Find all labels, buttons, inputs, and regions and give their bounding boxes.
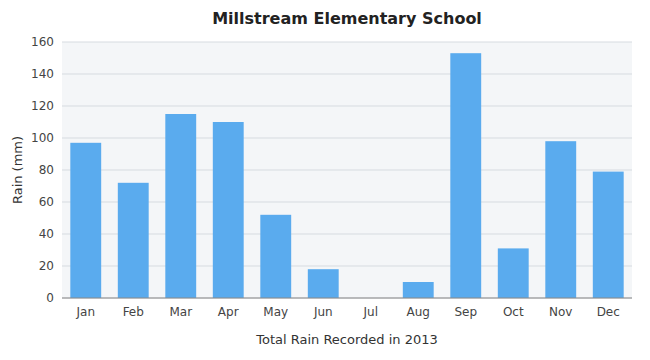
grid-line [62, 138, 632, 139]
bar [118, 183, 149, 298]
y-tick-label: 140 [31, 67, 54, 81]
y-tick-label: 20 [39, 259, 54, 273]
x-tick-label: Feb [123, 305, 144, 319]
y-tick-label: 100 [31, 131, 54, 145]
page: {"chart_data": {"type": "bar", "title": … [0, 0, 650, 360]
y-tick-label: 60 [39, 195, 54, 209]
y-tick-label: 80 [39, 163, 54, 177]
bar [260, 215, 291, 298]
x-tick-label: Jan [76, 305, 96, 319]
grid-line [62, 74, 632, 75]
bar [165, 114, 196, 298]
x-tick-label: Mar [169, 305, 192, 319]
x-tick-label: Apr [218, 305, 239, 319]
chart-svg: 0 20 40 60 80 100 120 140 160 Jan Feb Mar Apr May Jun J… [0, 0, 650, 360]
x-tick-label: May [263, 305, 288, 319]
x-axis-line [62, 298, 632, 299]
bar [545, 141, 576, 298]
x-tick-label: Nov [549, 305, 572, 319]
y-tick-label: 160 [31, 35, 54, 49]
grid-line [62, 298, 632, 299]
x-tick-label: Aug [407, 305, 430, 319]
bar [593, 172, 624, 298]
x-tick-label: Jun [313, 305, 333, 319]
bar [308, 269, 339, 298]
bar [450, 53, 481, 298]
x-tick-label: Dec [597, 305, 620, 319]
chart-title: Millstream Elementary School [212, 9, 482, 28]
bar [403, 282, 434, 298]
grid-line [62, 106, 632, 107]
bar [213, 122, 244, 298]
x-tick-label: Oct [503, 305, 524, 319]
x-tick-label: Jul [363, 305, 378, 319]
bars [70, 53, 623, 298]
y-tick-label: 0 [46, 291, 54, 305]
plot-background [62, 42, 632, 298]
chart-container: 0 20 40 60 80 100 120 140 160 Jan Feb Mar Apr May Jun J… [0, 0, 650, 360]
bar [70, 143, 101, 298]
bar [498, 248, 529, 298]
y-tick-label: 120 [31, 99, 54, 113]
y-tick-label: 40 [39, 227, 54, 241]
y-axis-label: Rain (mm) [10, 136, 25, 204]
x-tick-label: Sep [454, 305, 477, 319]
grid-line [62, 42, 632, 43]
x-axis-label: Total Rain Recorded in 2013 [255, 332, 438, 347]
